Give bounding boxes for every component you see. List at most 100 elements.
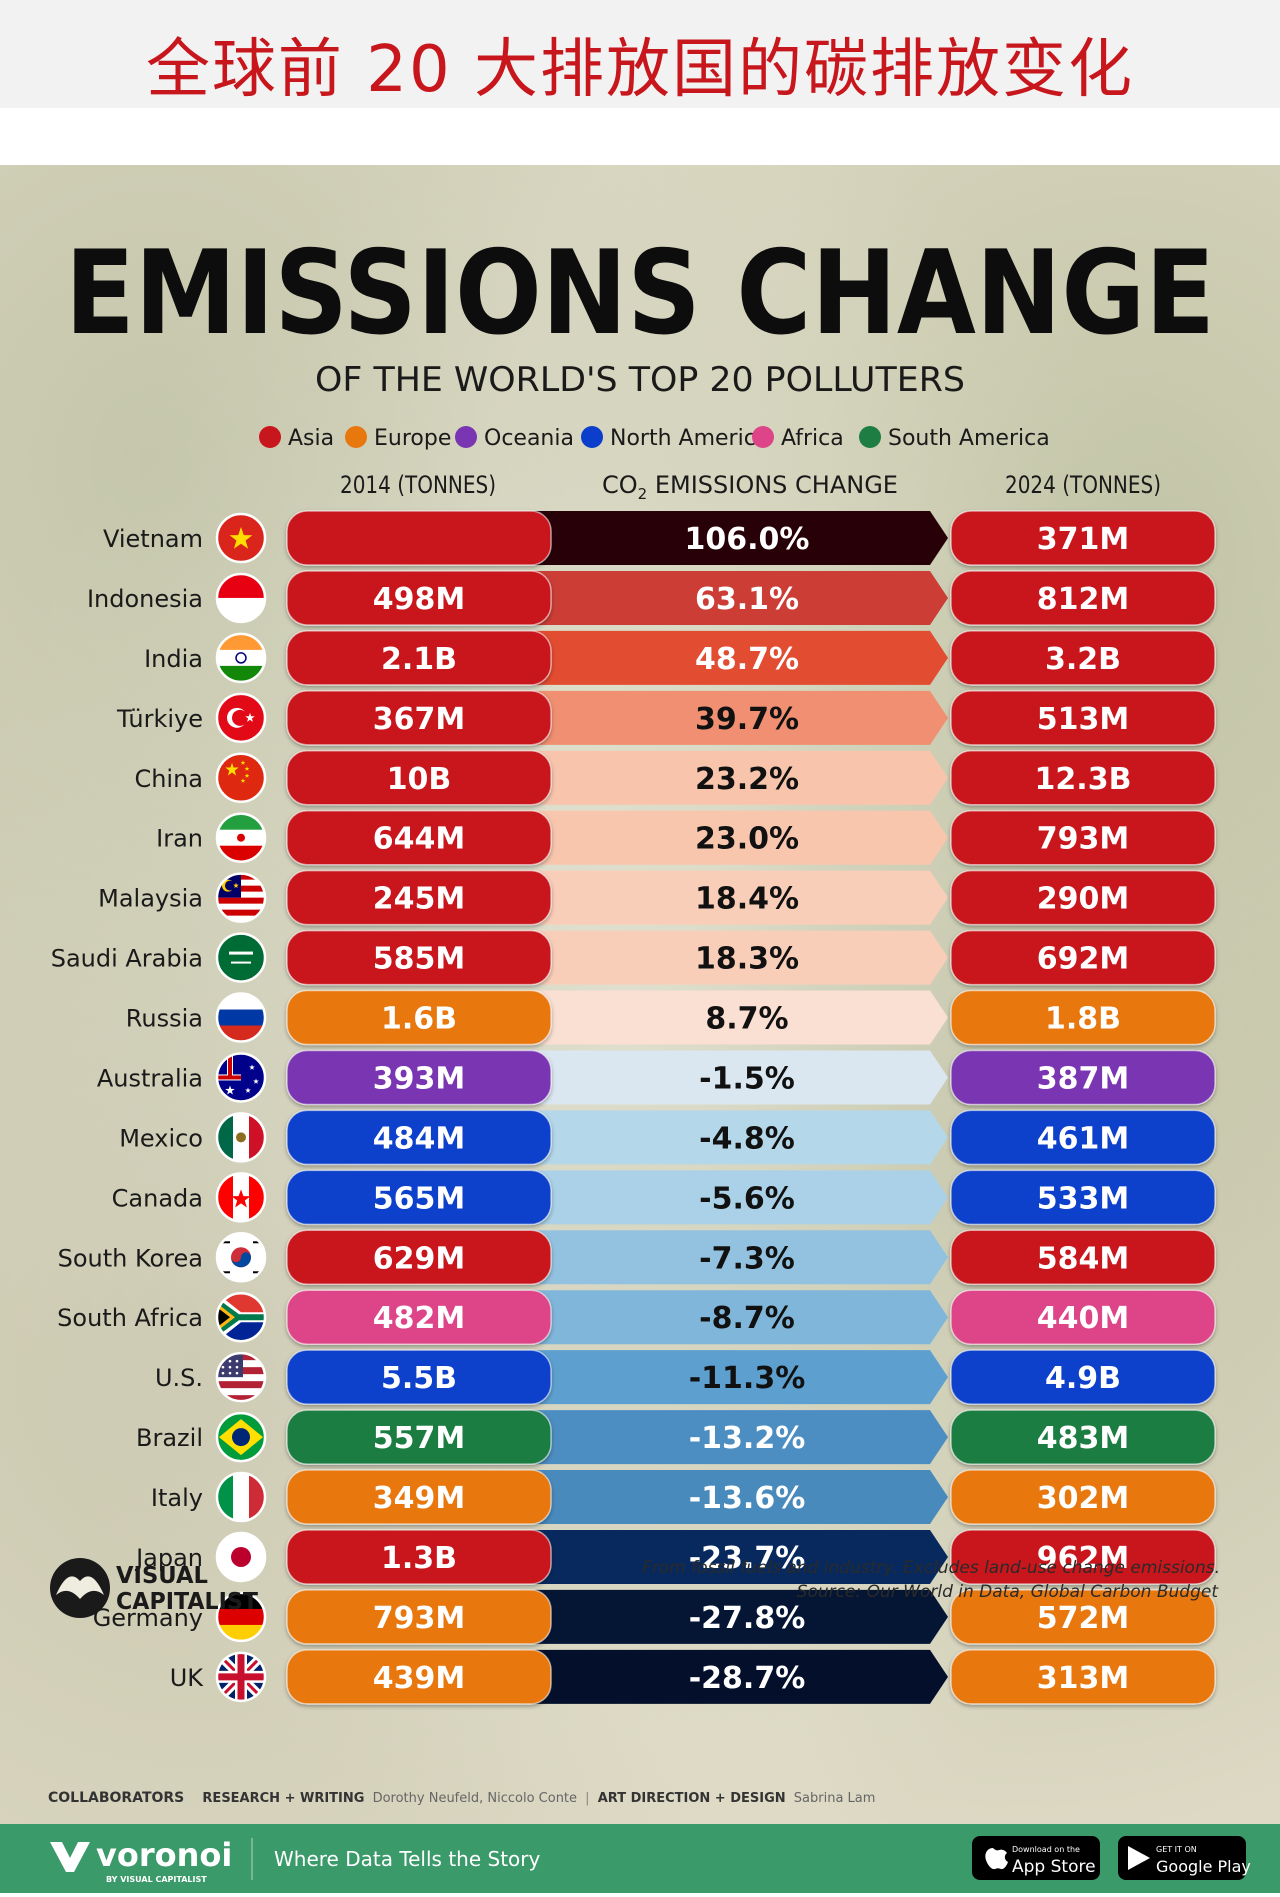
- country-name: India: [144, 645, 203, 673]
- banner-title: 全球前 20 大排放国的碳排放变化: [145, 33, 1135, 107]
- value-2024: 440M: [1037, 1301, 1129, 1336]
- value-2024: 3.2B: [1045, 642, 1121, 677]
- value-2024: 302M: [1037, 1481, 1129, 1516]
- legend-dot-south-america: [859, 426, 881, 448]
- column-header-change: CO2 EMISSIONS CHANGE: [602, 471, 898, 503]
- pill-2024: [950, 1169, 1216, 1226]
- legend: Asia Europe Oceania North America Africa Sout…: [259, 426, 1050, 451]
- flag-canada-icon: [215, 1172, 267, 1223]
- legend-dot-north-america: [581, 426, 603, 448]
- column-header-2024: 2024 (TONNES): [1005, 471, 1161, 499]
- legend-dot-asia: [259, 426, 281, 448]
- pill-2014: [286, 1349, 552, 1405]
- country-name: Iran: [156, 825, 203, 853]
- pill-2024: [950, 690, 1216, 746]
- legend-dot-oceania: [455, 426, 477, 448]
- emissions-chart: EMISSIONS CHANGE OF THE WORLD'S TOP 20 P…: [48, 226, 1220, 1806]
- flag-indonesia-icon: [215, 572, 267, 624]
- change-arrow: [520, 810, 948, 865]
- change-arrow: [520, 1050, 948, 1105]
- pill-2024: [950, 1409, 1216, 1465]
- value-2024: 12.3B: [1035, 762, 1132, 797]
- value-2014: 585M: [373, 942, 465, 977]
- value-2014: 565M: [373, 1181, 465, 1216]
- app-store-button[interactable]: Download on the App Store: [972, 1836, 1100, 1880]
- infographic-poster: EMISSIONS CHANGE OF THE WORLD'S TOP 20 P…: [0, 165, 1280, 1824]
- legend-dot-africa: [752, 426, 774, 448]
- google-play-small-label: GET IT ON: [1156, 1845, 1197, 1854]
- country-name: Türkiye: [116, 705, 203, 733]
- value-2014: 793M: [373, 1601, 465, 1636]
- value-2014: 245M: [373, 882, 465, 917]
- value-2014: 1.6B: [381, 1002, 457, 1037]
- legend-label-europe: Europe: [374, 426, 451, 451]
- value-2024: 461M: [1037, 1121, 1129, 1156]
- change-value: -1.5%: [699, 1061, 795, 1096]
- pill-2014: [286, 1289, 552, 1345]
- value-2024: 793M: [1037, 822, 1129, 857]
- value-2024: 1.8B: [1045, 1002, 1121, 1037]
- change-value: 48.7%: [695, 642, 799, 677]
- row-russia: Russia 8.7% 1.6B 1.8B: [126, 989, 1216, 1046]
- country-name: Brazil: [136, 1424, 203, 1452]
- flag-malaysia-icon: [215, 872, 267, 923]
- change-value: -8.7%: [699, 1301, 795, 1336]
- poster-title: EMISSIONS CHANGE: [65, 226, 1215, 361]
- change-arrow: [520, 570, 948, 625]
- flag-brazil-icon: [215, 1411, 267, 1463]
- flag-india-icon: [215, 632, 267, 684]
- change-value: -27.8%: [689, 1601, 806, 1636]
- value-2014: 557M: [373, 1421, 465, 1456]
- pill-2024: [950, 1049, 1216, 1106]
- value-2014: 393M: [373, 1061, 465, 1096]
- change-value: -11.3%: [689, 1361, 806, 1396]
- flag-china-icon: [215, 752, 267, 804]
- row-vietnam: Vietnam 106.0% 371M: [103, 510, 1216, 566]
- flag-saudi-arabia-icon: [215, 932, 267, 983]
- google-play-label: Google Play: [1156, 1857, 1251, 1876]
- pill-2014: [286, 1469, 552, 1525]
- change-arrow: [520, 1410, 948, 1465]
- row-indonesia: Indonesia 63.1% 498M 812M: [87, 570, 1216, 626]
- legend-dot-europe: [345, 426, 367, 448]
- pill-2014: [286, 750, 552, 806]
- legend-label-africa: Africa: [781, 426, 844, 451]
- footer-tagline: Where Data Tells the Story: [274, 1847, 541, 1871]
- row-italy: Italy -13.6% 349M 302M: [151, 1469, 1216, 1525]
- flag-turkiye-icon: [215, 692, 267, 744]
- row-canada: Canada -5.6% 565M 533M: [112, 1169, 1216, 1226]
- change-value: 18.3%: [695, 942, 799, 977]
- row-australia: Australia -1.5% 393M 387M: [97, 1049, 1216, 1106]
- row-brazil: Brazil -13.2% 557M 483M: [136, 1409, 1216, 1465]
- footer-brand: voronoi: [96, 1836, 232, 1874]
- row-uk: UK -28.7% 439M 313M: [170, 1649, 1216, 1705]
- flag-south-korea-icon: [215, 1232, 267, 1283]
- pill-2014: [286, 809, 552, 866]
- change-value: 106.0%: [685, 522, 810, 557]
- row-u-s: U.S. -11.3% 5.5B 4.9B: [155, 1349, 1216, 1405]
- pill-2014: [286, 869, 552, 926]
- change-value: -13.2%: [689, 1421, 806, 1456]
- value-2014: 349M: [373, 1481, 465, 1516]
- flag-iran-icon: [215, 812, 267, 863]
- change-value: -7.3%: [699, 1241, 795, 1276]
- legend-label-asia: Asia: [288, 426, 334, 451]
- country-name: South Korea: [58, 1244, 203, 1272]
- row-south-africa: South Africa -8.7% 482M 440M: [57, 1289, 1216, 1345]
- row-china: China 23.2% 10B 12.3B: [134, 750, 1216, 806]
- flag-u-s-icon: [215, 1351, 267, 1403]
- change-arrow: [520, 1350, 948, 1405]
- legend-label-north-america: North America: [610, 426, 769, 451]
- country-name: Russia: [126, 1005, 203, 1033]
- country-name: Vietnam: [103, 525, 203, 553]
- change-arrow: [520, 1529, 948, 1584]
- change-arrow: [520, 750, 948, 805]
- country-name: Malaysia: [98, 885, 203, 913]
- change-arrow: [520, 1589, 948, 1644]
- google-play-button[interactable]: GET IT ON Google Play: [1118, 1836, 1251, 1880]
- pill-2024: [950, 510, 1216, 566]
- flag-italy-icon: [215, 1471, 267, 1523]
- pill-2024: [950, 1529, 1216, 1585]
- change-arrow: [520, 1290, 948, 1345]
